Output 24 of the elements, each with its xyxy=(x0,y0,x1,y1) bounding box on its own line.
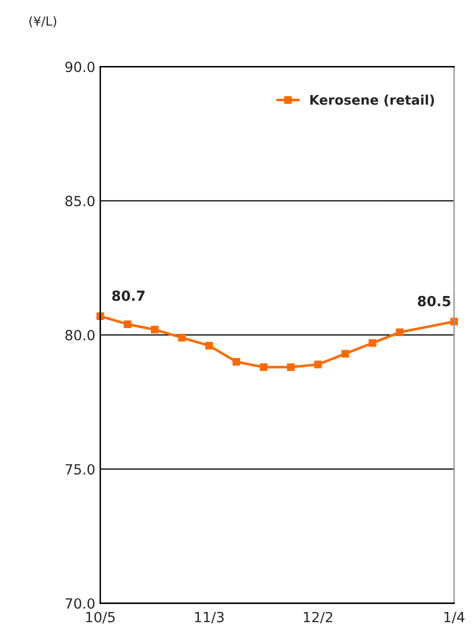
x-tick-label: 10/5 xyxy=(86,612,115,624)
y-tick-label: 80.0 xyxy=(65,330,94,340)
point xyxy=(286,363,295,371)
point xyxy=(368,339,376,347)
point xyxy=(150,326,159,334)
y-tick-label: 90.0 xyxy=(65,62,94,72)
point xyxy=(232,358,240,366)
x-tick-label: 11/3 xyxy=(195,612,224,624)
data-label: 80.7 xyxy=(112,290,145,301)
point xyxy=(260,363,268,371)
y-tick-label: 75.0 xyxy=(66,464,94,475)
y-axis-title: (¥/L) xyxy=(29,16,56,28)
data-label: 80.5 xyxy=(418,296,450,306)
point xyxy=(178,334,186,342)
point xyxy=(396,328,404,336)
y-tick-label: 85.0 xyxy=(65,196,94,206)
point xyxy=(124,320,132,328)
point xyxy=(341,350,350,358)
x-tick-label: 1/4 xyxy=(444,612,464,624)
legend-label: Kerosene (retail) xyxy=(310,94,434,106)
point xyxy=(314,360,322,368)
point xyxy=(205,342,213,350)
y-tick-label: 70.0 xyxy=(66,598,94,609)
x-tick-label: 12/2 xyxy=(304,612,332,624)
